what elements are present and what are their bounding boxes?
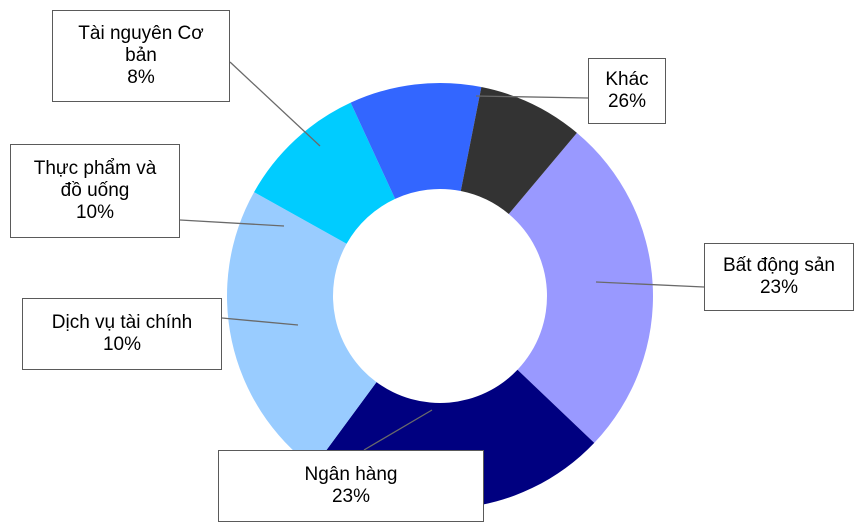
slice-value-label: 8% xyxy=(127,67,155,88)
slice-3 xyxy=(254,102,396,244)
slice-label-4: Thực phẩm và đồ uống 10% xyxy=(10,144,180,238)
slice-category-label: Khác xyxy=(605,69,649,90)
slice-category-label: Tài nguyên Cơ xyxy=(78,23,204,44)
slice-category-label: bản xyxy=(125,45,157,66)
leader-line-3 xyxy=(221,317,299,326)
slice-value-label: 10% xyxy=(102,334,142,355)
slice-value-label: 23% xyxy=(331,486,371,507)
leader-line-0 xyxy=(475,95,589,99)
slice-label-3: Dịch vụ tài chính 10% xyxy=(22,298,222,370)
slice-category-label: Thực phẩm và xyxy=(33,158,157,179)
leader-line-2 xyxy=(363,409,433,451)
slice-0 xyxy=(508,132,653,443)
leader-line-1 xyxy=(595,281,705,288)
slice-category-label: Bất động sản xyxy=(723,255,835,276)
slice-value-label: 26% xyxy=(607,91,647,112)
slice-2 xyxy=(227,192,377,468)
slice-label-5: Tài nguyên Cơ bản 8% xyxy=(52,10,230,102)
slice-4 xyxy=(350,82,482,199)
slice-5 xyxy=(460,87,577,215)
slice-label-2: Ngân hàng 23% xyxy=(218,450,484,522)
slice-value-label: 10% xyxy=(75,202,115,223)
slice-label-0: Khác 26% xyxy=(588,58,666,124)
slice-category-label: Dịch vụ tài chính xyxy=(51,312,193,333)
slice-value-label: 23% xyxy=(759,277,799,298)
slice-category-label: đồ uống xyxy=(60,180,130,201)
leader-line-4 xyxy=(179,219,285,227)
slices-group xyxy=(227,82,653,510)
leader-lines-group xyxy=(179,61,705,451)
leader-line-5 xyxy=(229,61,321,147)
slice-category-label: Ngân hàng xyxy=(304,464,398,485)
slice-label-1: Bất động sản 23% xyxy=(704,243,854,311)
